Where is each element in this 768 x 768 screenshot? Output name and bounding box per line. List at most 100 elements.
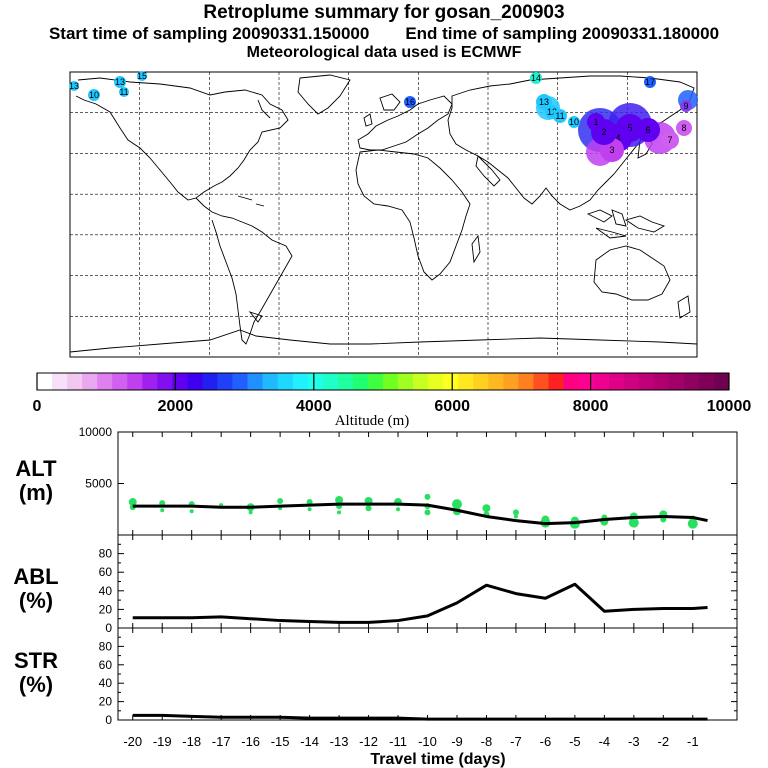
plume-marker <box>661 131 679 149</box>
str-panel-label: STR (%) <box>8 649 64 697</box>
end-label: End time of sampling <box>405 24 578 43</box>
end-value: 20090331.180000 <box>581 24 720 43</box>
colorbar-swatch <box>277 373 294 390</box>
colorbar-swatch <box>578 373 594 390</box>
plume-day-label: 4 <box>615 133 620 143</box>
particle-point <box>660 516 667 523</box>
colorbar-tick-label: 0 <box>33 398 42 415</box>
alt-label-bottom: (m) <box>18 480 54 505</box>
colorbar-swatch <box>428 373 444 390</box>
str-label-bottom: (%) <box>18 672 54 697</box>
particle-point <box>687 518 698 529</box>
x-tick-label: -6 <box>540 734 552 749</box>
plume-day-label: 13 <box>115 77 125 87</box>
particle-point <box>396 507 401 512</box>
particle-point <box>277 498 284 505</box>
panel-frame <box>117 534 738 629</box>
x-tick-label: -14 <box>300 734 319 749</box>
y-tick-label: 80 <box>99 547 113 561</box>
colorbar-swatch <box>458 373 474 390</box>
colorbar-swatch <box>668 373 685 390</box>
particle-point <box>189 509 194 514</box>
plume-marker <box>676 120 692 136</box>
x-tick-label: -16 <box>241 734 260 749</box>
colorbar-tick-label: 6000 <box>434 398 470 415</box>
str-series-line <box>132 713 708 721</box>
colorbar-swatch <box>172 373 188 390</box>
plume-marker <box>404 96 416 108</box>
colorbar-tick-label: 10000 <box>707 398 752 415</box>
plume-day-label: 16 <box>405 97 415 107</box>
x-tick-label: -12 <box>359 734 378 749</box>
colorbar-swatch <box>292 373 309 390</box>
plume-day-label: 13 <box>539 97 549 107</box>
colorbar-swatch <box>97 373 113 390</box>
colorbar-swatch <box>503 373 519 390</box>
alt-panel-label: ALT (m) <box>8 457 64 505</box>
plume-marker <box>644 76 656 88</box>
y-tick-label: 80 <box>99 639 113 653</box>
abl-label-bottom: (%) <box>18 588 54 613</box>
particle-point <box>128 498 137 507</box>
plume-day-label: 9 <box>683 101 688 111</box>
x-tick-label: -2 <box>658 734 670 749</box>
colorbar-swatch <box>52 373 68 390</box>
y-tick-label: 0 <box>105 713 112 727</box>
y-tick-label: 40 <box>99 584 113 598</box>
colorbar-swatch <box>698 373 715 390</box>
y-tick-label: 5000 <box>85 477 112 491</box>
particle-point <box>628 517 639 528</box>
colorbar-swatch <box>413 373 429 390</box>
y-tick-label: 60 <box>99 658 113 672</box>
particle-point <box>512 509 519 516</box>
x-tick-label: -20 <box>123 734 142 749</box>
colorbar-swatch <box>488 373 504 390</box>
plume-marker <box>69 81 79 91</box>
plume-marker <box>119 87 129 97</box>
plume-day-label: 13 <box>69 81 79 91</box>
y-tick-label: 20 <box>99 602 113 616</box>
plume-day-label: 6 <box>645 125 650 135</box>
x-axis-label: Travel time (days) <box>370 751 505 768</box>
plume-day-label: 11 <box>119 87 128 97</box>
plume-marker <box>536 94 552 110</box>
plume-marker <box>137 71 147 81</box>
abl-series-line <box>132 582 708 624</box>
y-tick-label: 10000 <box>79 425 113 439</box>
colorbar-swatch <box>67 373 83 390</box>
plume-day-label: 8 <box>681 123 686 133</box>
colorbar-swatch <box>713 373 730 390</box>
colorbar-swatch <box>593 373 609 390</box>
x-tick-label: -3 <box>628 734 640 749</box>
start-label: Start time of sampling <box>48 24 228 43</box>
plume-day-label: 10 <box>89 90 99 100</box>
plume-marker <box>568 116 580 128</box>
panel-frame <box>117 627 738 721</box>
altitude-colorbar: 0 2000 4000 6000 8000 10000 <box>33 372 752 415</box>
x-tick-label: -5 <box>569 734 581 749</box>
colorbar-swatch <box>142 373 158 390</box>
particle-point <box>482 504 491 513</box>
plume-day-label: 2 <box>601 127 606 137</box>
met-data-line: Meteorological data used is ECMWF <box>246 44 522 61</box>
colorbar-swatch <box>548 373 564 390</box>
colorbar-swatch <box>683 373 700 390</box>
particle-point <box>159 500 166 507</box>
alt-label-top: ALT <box>15 456 57 481</box>
plume-day-label: 14 <box>531 73 541 83</box>
x-tick-label: -10 <box>418 734 437 749</box>
x-tick-label: -15 <box>271 734 290 749</box>
colorbar-swatch <box>653 373 670 390</box>
x-tick-label: -17 <box>212 734 231 749</box>
colorbar-swatch <box>518 373 534 390</box>
plume-marker <box>114 76 126 88</box>
plume-marker <box>587 113 605 131</box>
colorbar-swatch <box>638 373 655 390</box>
colorbar-label: Altitude (m) <box>335 413 410 429</box>
x-tick-label: -9 <box>451 734 463 749</box>
colorbar-swatch <box>443 373 459 390</box>
plume-day-label: 3 <box>609 145 614 155</box>
